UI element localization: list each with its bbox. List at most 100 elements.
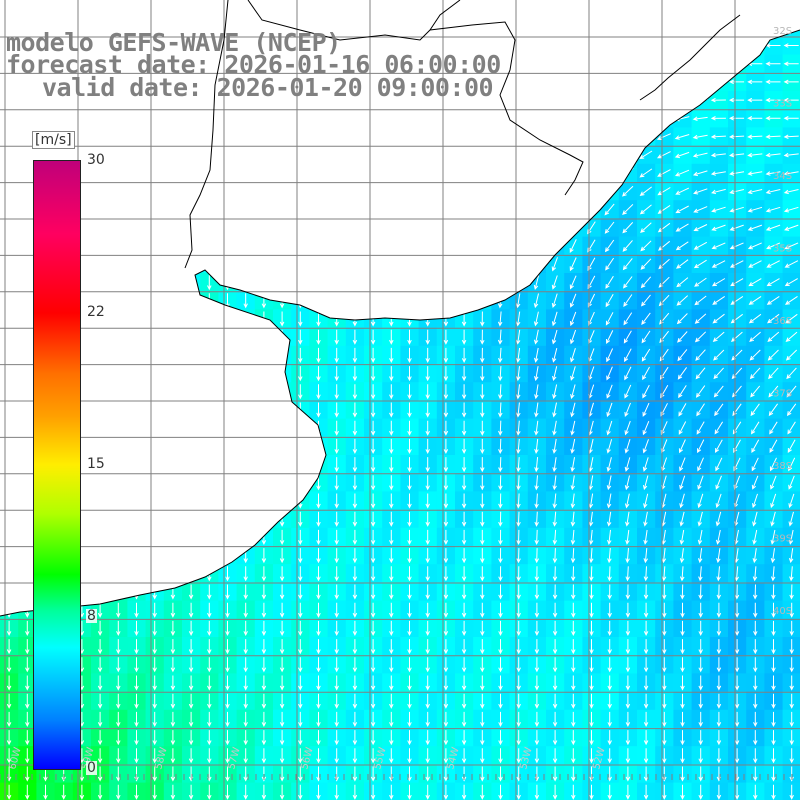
wind-arrow [570,438,576,454]
wind-arrow [770,511,776,527]
wind-arrow [697,457,704,472]
wind-arrow [498,475,503,491]
wind-arrow [389,693,394,709]
wind-arrow [515,293,521,309]
wind-arrow [643,639,649,655]
wind-arrow [728,116,745,121]
wind-arrow [642,439,649,454]
wind-arrow [516,639,521,655]
wind-arrow [407,457,412,473]
wind-arrow [116,693,121,709]
wind-arrow [370,529,376,546]
wind-arrow [498,784,503,800]
wind-arrow [334,420,339,436]
wind-arrow [605,257,615,271]
wind-arrow [498,384,503,400]
wind-arrow [389,529,394,546]
wind-arrow [639,168,653,178]
wind-arrow [789,675,794,691]
wind-arrow [352,329,358,345]
wind-arrow [207,275,212,291]
wind-arrow [642,457,649,472]
wind-arrow [569,257,577,272]
wind-arrow [207,748,212,764]
colorbar-tick-30: 30 [86,152,106,168]
wind-arrow [657,151,671,159]
wind-arrow [407,784,412,800]
wind-arrow [783,116,799,121]
wind-arrow [97,784,103,800]
wind-arrow [571,602,576,618]
wind-arrow [570,384,576,400]
wind-arrow [771,639,776,655]
wind-arrow [498,347,503,364]
wind-arrow [534,748,540,764]
wind-arrow [389,730,394,746]
wind-arrow [662,748,667,764]
wind-arrow [788,475,795,490]
wind-arrow [225,675,230,691]
wind-arrow [279,584,285,600]
wind-arrow [334,366,339,382]
wind-arrow [480,311,485,327]
wind-arrow [734,784,740,800]
wind-arrow [480,784,485,800]
wind-arrow [516,602,521,618]
wind-arrow [570,511,576,527]
wind-arrow [534,657,540,673]
wind-arrow [498,511,503,527]
wind-arrow [552,366,558,381]
wind-arrow [752,548,758,564]
wind-arrow [753,748,758,764]
wind-arrow [225,766,230,782]
wind-arrow [170,675,176,691]
wind-arrow [748,295,762,305]
wind-arrow [334,548,339,564]
wind-arrow [624,475,630,491]
wind-arrow [589,639,594,655]
wind-arrow [370,748,376,764]
wind-arrow [769,439,778,453]
wind-arrow [662,693,667,709]
wind-arrow [589,584,594,600]
wind-arrow [334,511,339,527]
wind-arrow [480,548,485,564]
wind-arrow [730,331,743,343]
wind-arrow [461,420,467,436]
wind-arrow [516,584,521,600]
wind-arrow [225,730,230,746]
wind-arrow [643,675,649,691]
wind-arrow [534,620,540,637]
wind-arrow [729,224,744,231]
wind-arrow [534,475,539,491]
wind-arrow [606,511,612,527]
wind-arrow [753,730,758,746]
wind-arrow [771,730,776,746]
wind-arrow [298,657,303,673]
wind-arrow [480,566,485,582]
wind-arrow [624,384,632,399]
wind-arrow [188,620,194,637]
wind-arrow [679,566,685,582]
wind-arrow [425,384,430,400]
wind-arrow [698,602,703,618]
wind-arrow [783,134,799,139]
wind-arrow [752,493,758,509]
wind-arrow [625,711,631,728]
wind-arrow [679,548,685,564]
wind-arrow [789,584,794,600]
wind-arrow [25,784,30,800]
wind-arrow [662,675,667,691]
wind-arrow [498,730,503,746]
wind-arrow [498,402,503,418]
wind-arrow [622,185,634,197]
wind-arrow [625,675,631,691]
wind-arrow [534,402,539,418]
wind-arrow [370,438,376,455]
wind-arrow [243,566,248,582]
wind-arrow [461,347,467,364]
wind-arrow [298,366,303,382]
wind-arrow [766,278,780,287]
wind-arrow [352,493,358,509]
wind-arrow [207,730,212,746]
